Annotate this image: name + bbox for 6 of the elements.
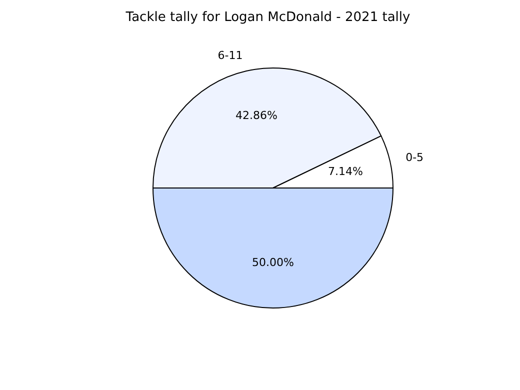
data-label: 50.00%	[252, 256, 294, 269]
slice-label: 6-11	[218, 48, 243, 62]
chart-title: Tackle tally for Logan McDonald - 2021 tally	[124, 10, 412, 25]
slice-label: 0-5	[406, 151, 424, 164]
data-label: 42.86%	[235, 108, 278, 122]
data-label: 7.14%	[328, 164, 364, 178]
